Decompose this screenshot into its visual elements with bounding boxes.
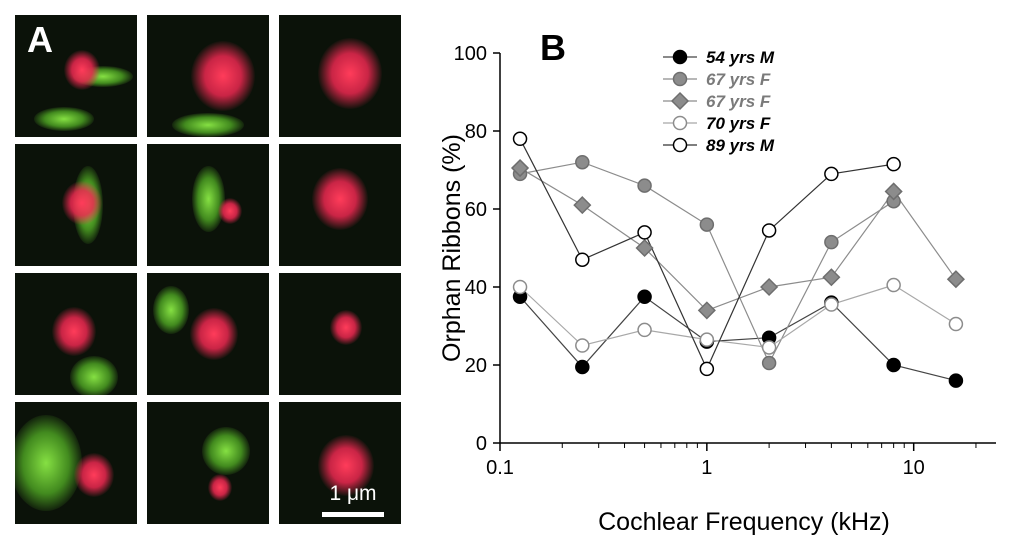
green-fluorescence — [70, 355, 119, 395]
green-fluorescence — [202, 426, 251, 475]
ribbon-spot — [74, 453, 115, 498]
data-point — [510, 158, 530, 178]
y-tick-label: 40 — [465, 277, 487, 299]
x-tick-label: 0.1 — [486, 457, 514, 479]
data-point — [824, 297, 839, 312]
series-line — [519, 295, 957, 382]
ribbon-spot — [190, 307, 239, 361]
data-point — [761, 340, 777, 355]
data-point — [886, 156, 901, 172]
micrograph-tile — [279, 15, 401, 137]
legend-label: 67 yrs F — [706, 70, 771, 89]
y-tick-label: 60 — [465, 199, 487, 221]
data-point — [761, 355, 777, 371]
data-point — [637, 225, 652, 240]
data-point — [637, 178, 652, 193]
ribbon-spot — [64, 50, 101, 90]
panel-a-label: A — [27, 19, 53, 60]
legend-marker — [672, 137, 688, 153]
green-fluorescence — [33, 106, 94, 131]
y-axis-title: Orphan Ribbons (%) — [438, 134, 466, 362]
ribbon-spot — [317, 38, 382, 109]
data-point — [760, 277, 779, 297]
y-tick-label: 0 — [476, 433, 487, 455]
y-tick-label: 100 — [454, 43, 487, 65]
legend-label: 54 yrs M — [706, 48, 775, 67]
data-point — [512, 131, 528, 147]
legend-marker — [672, 71, 688, 87]
data-point — [575, 338, 590, 353]
data-point — [699, 361, 715, 377]
legend-marker — [672, 115, 688, 131]
green-fluorescence — [172, 112, 244, 137]
micrograph-tile — [147, 144, 269, 266]
micrograph-tile — [279, 402, 401, 524]
data-point — [637, 322, 652, 338]
legend-label: 67 yrs F — [706, 92, 771, 111]
data-point — [886, 357, 901, 373]
ribbon-spot — [51, 307, 96, 356]
ribbon-spot — [208, 474, 233, 501]
micrograph-tile — [147, 15, 269, 137]
legend-marker — [670, 91, 690, 111]
series-line — [519, 284, 957, 349]
data-point — [575, 359, 590, 375]
ribbon-spot — [312, 168, 368, 230]
micrograph-panel — [15, 15, 401, 525]
data-point — [948, 316, 964, 332]
green-fluorescence — [191, 165, 225, 232]
ribbon-spot — [217, 197, 242, 225]
data-point — [575, 154, 590, 170]
micrograph-tile — [147, 273, 269, 395]
data-point — [512, 279, 528, 295]
data-point — [946, 270, 965, 289]
green-fluorescence — [153, 285, 190, 334]
ribbon-spot — [318, 434, 375, 497]
x-tick-label: 10 — [903, 457, 925, 479]
panel-b-label: B — [540, 27, 566, 68]
micrograph-tile — [15, 273, 137, 395]
data-point — [699, 217, 715, 232]
x-axis-title: Cochlear Frequency (kHz) — [598, 508, 890, 536]
legend-label: 89 yrs M — [706, 136, 775, 155]
data-point — [761, 223, 777, 238]
orphan-ribbons-chart: 0 20 40 60 80 100 0.1 1 10 Cochlear Frequency (kH… — [438, 43, 996, 536]
data-point — [573, 196, 592, 215]
micrograph-tile — [279, 273, 401, 395]
legend-label: 70 yrs F — [706, 114, 771, 133]
ribbon-spot — [62, 180, 103, 225]
micrograph-tile — [15, 15, 137, 137]
data-point — [884, 182, 903, 201]
y-tick-label: 80 — [465, 121, 487, 143]
scale-bar — [322, 512, 384, 517]
ribbon-spot — [190, 40, 255, 112]
scale-bar-label: 1 μm — [329, 482, 377, 505]
data-point — [699, 332, 715, 347]
data-point — [697, 301, 716, 320]
data-point — [948, 373, 964, 388]
y-tick-label: 20 — [465, 355, 487, 377]
legend-marker — [672, 49, 688, 65]
micrograph-tile — [147, 402, 269, 524]
data-point — [822, 268, 841, 287]
data-point — [635, 238, 654, 258]
micrograph-tile — [15, 144, 137, 266]
x-tick-label: 1 — [701, 457, 712, 479]
data-point — [575, 252, 590, 267]
micrograph-tile — [15, 402, 137, 524]
green-fluorescence — [15, 415, 82, 511]
micrograph-tile — [279, 144, 401, 266]
data-point — [637, 289, 652, 304]
data-point — [824, 234, 839, 250]
data-point — [886, 277, 901, 293]
ribbon-spot — [330, 310, 363, 346]
data-point — [824, 166, 839, 182]
